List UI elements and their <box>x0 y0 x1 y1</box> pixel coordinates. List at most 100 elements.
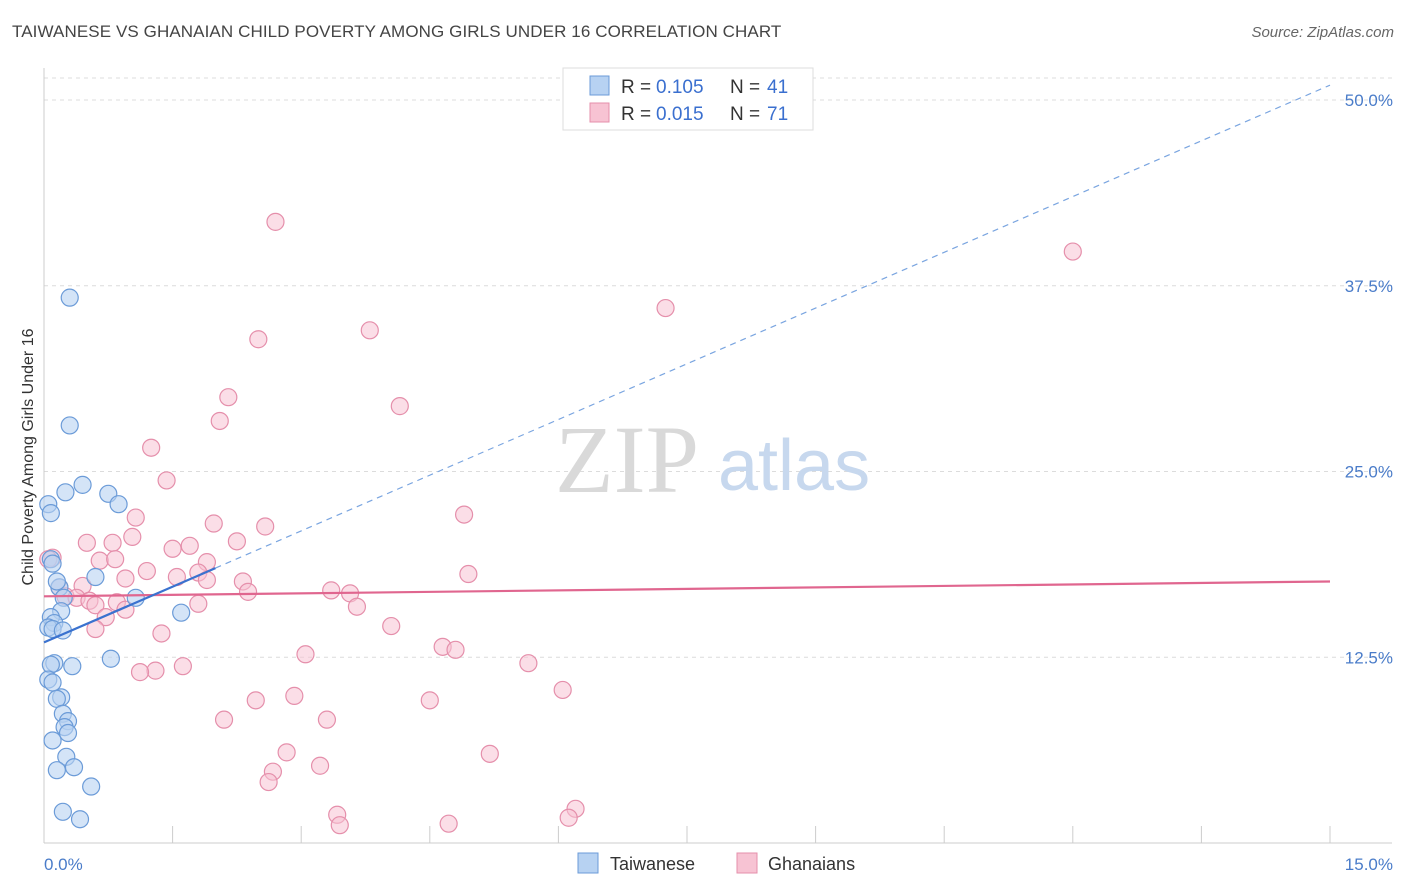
ghanaians-point <box>106 550 125 569</box>
ghanaians-point <box>173 657 192 676</box>
legend-n-value-ghanaians: 71 <box>767 104 788 125</box>
taiwanese-point <box>64 758 84 777</box>
ghanaians-point <box>77 533 96 552</box>
chart-title: TAIWANESE VS GHANAIAN CHILD POVERTY AMON… <box>12 22 782 41</box>
ghanaians-point <box>266 212 285 231</box>
taiwanese-point <box>41 504 60 523</box>
ghanaians-point <box>157 471 176 490</box>
ghanaians-point <box>390 397 409 416</box>
ghanaians-point <box>90 551 109 570</box>
ghanaians-point <box>553 680 572 700</box>
ghanaians-point <box>559 808 578 827</box>
ghanaians-point <box>1063 242 1082 261</box>
ghanaians-point <box>454 505 474 524</box>
taiwanese-point <box>109 495 128 514</box>
y-tick-label-1: 25.0% <box>1345 463 1393 482</box>
taiwanese-point <box>43 673 62 692</box>
ghanaians-point <box>296 645 315 664</box>
legend-r-value-ghanaians: 0.015 <box>656 104 704 125</box>
taiwanese-point <box>53 802 72 821</box>
legend-n-label-ghanaians: N = <box>730 104 760 125</box>
taiwanese-trend-extension <box>215 84 1331 569</box>
ghanaians-point <box>189 594 208 613</box>
ghanaians-point <box>360 321 379 340</box>
taiwanese-point <box>43 731 62 750</box>
ghanaians-point <box>256 517 275 536</box>
ghanaians-point <box>214 710 234 729</box>
taiwanese-point <box>60 416 79 435</box>
ghanaians-point <box>317 710 337 729</box>
ghanaians-point <box>656 298 675 318</box>
bottom-legend-swatch-taiwanese <box>577 852 599 874</box>
taiwanese-point <box>43 554 62 573</box>
y-tick-label-0: 12.5% <box>1345 648 1393 667</box>
ghanaians-points <box>39 212 1082 835</box>
ghanaians-point <box>116 569 135 588</box>
ghanaians-point <box>439 814 458 833</box>
ghanaians-point <box>126 508 145 527</box>
series-legend: Taiwanese Ghanaians <box>577 852 855 874</box>
gridlines <box>44 77 1392 658</box>
taiwanese-point <box>101 649 120 668</box>
taiwanese-point <box>82 777 101 796</box>
ghanaians-point <box>103 533 122 552</box>
x-tick-label-0: 0.0% <box>44 855 83 874</box>
ghanaians-point <box>259 772 278 792</box>
ghanaians-point <box>219 388 238 407</box>
ghanaians-point <box>146 661 165 680</box>
ghanaians-point <box>210 411 229 431</box>
chart-source: Source: ZipAtlas.com <box>1251 24 1394 41</box>
y-tick-labels: 12.5% 25.0% 37.5% 50.0% <box>1345 91 1393 667</box>
trend-lines <box>43 84 1331 644</box>
ghanaians-point <box>123 527 142 546</box>
ghanaians-point <box>459 564 478 584</box>
taiwanese-point <box>56 483 75 502</box>
ghanaians-point <box>152 624 171 643</box>
ghanaians-point <box>480 744 499 763</box>
ghanaians-point <box>322 581 341 600</box>
correlation-legend: R = 0.105 N = 41 R = 0.015 N = 71 <box>562 67 814 131</box>
ghanaians-point <box>277 743 296 762</box>
y-tick-label-2: 37.5% <box>1345 277 1393 296</box>
legend-swatch-ghanaians <box>589 102 610 123</box>
axes <box>43 68 1392 844</box>
taiwanese-trend-line <box>43 567 216 644</box>
taiwanese-point <box>47 761 66 780</box>
ghanaians-point <box>285 686 304 705</box>
legend-r-value-taiwanese: 0.105 <box>656 77 704 98</box>
ghanaians-point <box>238 582 258 601</box>
y-tick-label-3: 50.0% <box>1345 91 1393 110</box>
taiwanese-point <box>86 567 105 587</box>
ghanaians-point <box>180 536 199 555</box>
taiwanese-point <box>70 810 90 829</box>
watermark-zip: ZIP <box>555 406 699 513</box>
ghanaians-point <box>330 816 349 835</box>
taiwanese-point <box>172 603 191 622</box>
taiwanese-point <box>60 288 79 307</box>
y-axis-label: Child Poverty Among Girls Under 16 <box>20 328 37 585</box>
legend-swatch-taiwanese <box>589 75 610 96</box>
ghanaians-point <box>142 438 161 457</box>
taiwanese-point <box>47 572 66 591</box>
taiwanese-point <box>41 655 60 674</box>
ghanaians-point <box>420 691 439 710</box>
ghanaians-point <box>246 691 265 710</box>
ghanaians-point <box>137 561 156 581</box>
legend-n-label-taiwanese: N = <box>730 77 760 98</box>
ghanaians-point <box>249 330 268 349</box>
watermark-atlas: atlas <box>718 426 870 506</box>
ghanaians-point <box>446 640 465 659</box>
ghanaians-point <box>163 539 182 558</box>
watermark: ZIP atlas <box>555 406 870 513</box>
x-tick-label-1: 15.0% <box>1345 855 1393 874</box>
bottom-legend-taiwanese: Taiwanese <box>610 854 695 874</box>
bottom-legend-swatch-ghanaians <box>736 852 758 874</box>
legend-r-label-ghanaians: R = <box>621 104 651 125</box>
bottom-legend-ghanaians: Ghanaians <box>768 854 855 874</box>
taiwanese-point <box>73 475 92 494</box>
ghanaians-point <box>519 654 538 673</box>
ghanaians-point <box>130 663 150 682</box>
x-tick-labels: 0.0% 15.0% <box>44 855 1393 874</box>
ghanaians-point <box>382 616 401 636</box>
